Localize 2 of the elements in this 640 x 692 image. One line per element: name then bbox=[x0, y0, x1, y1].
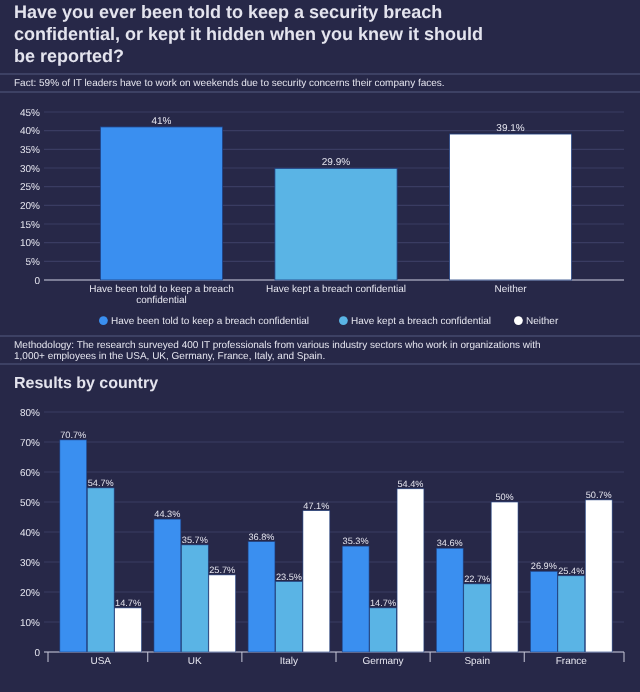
chart-title: Have you ever been told to keep a security breach confidential, or kept it hidden when you knew it should be reported? bbox=[14, 2, 484, 66]
chart-title: Results by country bbox=[14, 374, 160, 392]
